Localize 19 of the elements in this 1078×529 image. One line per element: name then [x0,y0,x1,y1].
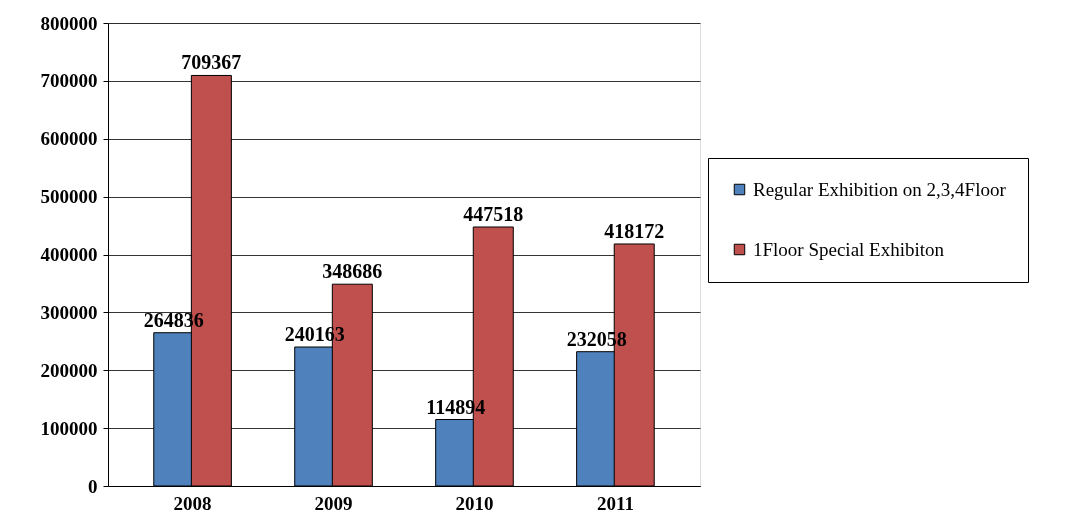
y-tick-label: 700000 [40,70,98,92]
y-tick-label: 300000 [40,301,98,323]
legend-label: Regular Exhibition on 2,3,4Floor [753,178,1007,200]
y-tick-label: 500000 [40,186,98,208]
y-tick-label: 800000 [40,12,98,34]
data-label: 709367 [181,51,242,74]
data-label: 348686 [322,260,383,283]
y-tick-label: 400000 [40,244,98,265]
data-label: 418172 [604,219,665,242]
y-tick-label: 600000 [40,128,98,150]
y-tick-label: 200000 [40,359,98,381]
legend-label: 1Floor Special Exhibiton [753,238,945,260]
y-tick-label: 100000 [40,417,98,439]
x-tick-label: 2011 [596,492,634,514]
x-tick-label: 2009 [314,492,353,514]
x-tick-label: 2010 [455,492,494,514]
y-tick-label: 0 [88,475,98,497]
x-tick-label: 2008 [173,492,212,514]
data-label: 447518 [463,203,524,225]
